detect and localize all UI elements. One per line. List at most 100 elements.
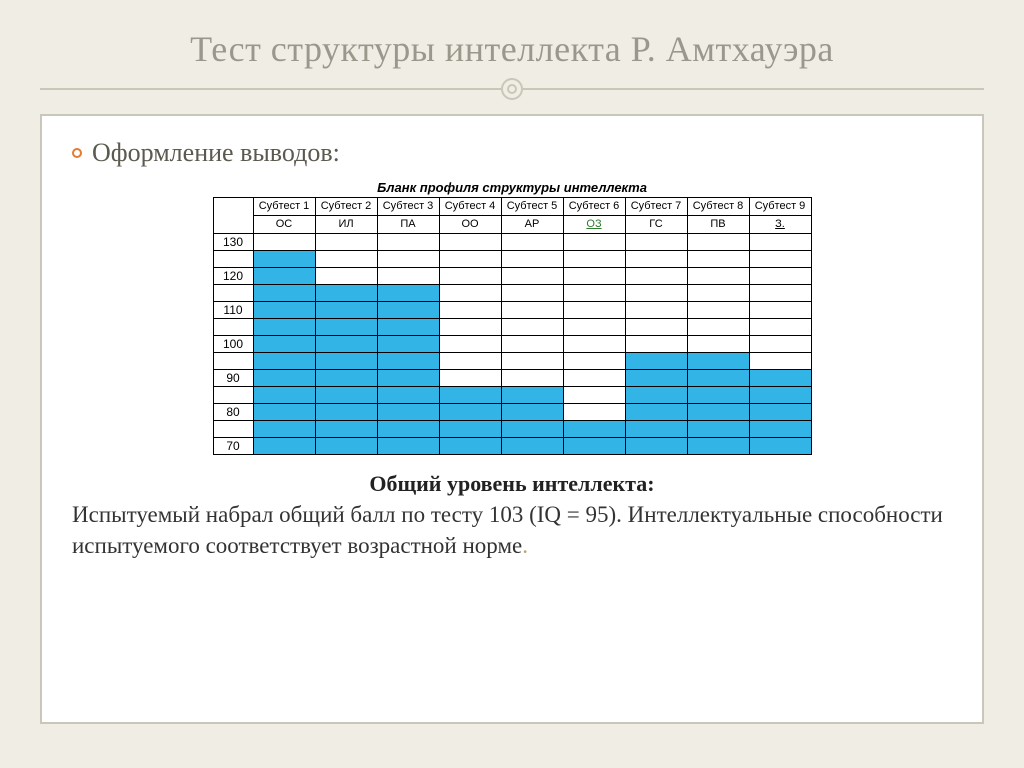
chart-cell	[315, 404, 377, 421]
chart-cell	[439, 370, 501, 387]
chart-cell	[315, 370, 377, 387]
y-axis-label	[213, 421, 253, 438]
col-header-top: Субтест 2	[315, 198, 377, 216]
col-header-top: Субтест 6	[563, 198, 625, 216]
chart-cell	[563, 438, 625, 455]
chart-cell	[377, 404, 439, 421]
col-header-bottom: ОО	[439, 216, 501, 234]
chart-cell	[563, 387, 625, 404]
chart-cell	[439, 302, 501, 319]
chart-cell	[625, 285, 687, 302]
y-axis-label: 100	[213, 336, 253, 353]
chart-cell	[315, 234, 377, 251]
chart-cell	[687, 370, 749, 387]
chart-cell	[253, 268, 315, 285]
chart-cell	[625, 319, 687, 336]
chart-cell	[253, 319, 315, 336]
chart-cell	[315, 336, 377, 353]
chart-cell	[563, 370, 625, 387]
chart-cell	[253, 302, 315, 319]
chart-cell	[563, 302, 625, 319]
chart-cell	[563, 251, 625, 268]
chart-cell	[315, 319, 377, 336]
chart-cell	[439, 404, 501, 421]
chart-cell	[687, 319, 749, 336]
bullet-item: Оформление выводов:	[72, 138, 952, 168]
col-header-bottom: ИЛ	[315, 216, 377, 234]
chart-cell	[749, 234, 811, 251]
chart-cell	[749, 421, 811, 438]
chart-cell	[687, 251, 749, 268]
chart-cell	[563, 353, 625, 370]
col-header-bottom: ГС	[625, 216, 687, 234]
col-header-bottom: АР	[501, 216, 563, 234]
chart-cell	[625, 438, 687, 455]
chart-cell	[749, 353, 811, 370]
body-paragraph: Испытуемый набрал общий балл по тесту 10…	[72, 499, 952, 561]
chart-cell	[501, 268, 563, 285]
chart-cell	[625, 302, 687, 319]
section-subtitle: Общий уровень интеллекта:	[72, 471, 952, 497]
chart-cell	[377, 370, 439, 387]
chart-cell	[439, 234, 501, 251]
chart-cell	[377, 234, 439, 251]
chart-cell	[377, 319, 439, 336]
divider-ornament	[501, 78, 523, 100]
chart-cell	[439, 438, 501, 455]
chart-cell	[687, 438, 749, 455]
bullet-icon	[72, 148, 82, 158]
bullet-text: Оформление выводов:	[92, 138, 340, 168]
chart-cell	[501, 319, 563, 336]
y-axis-label	[213, 319, 253, 336]
chart-cell	[501, 421, 563, 438]
chart-cell	[625, 268, 687, 285]
chart-cell	[315, 421, 377, 438]
chart-cell	[253, 336, 315, 353]
chart-cell	[439, 353, 501, 370]
chart-cell	[687, 268, 749, 285]
chart-cell	[749, 251, 811, 268]
chart-cell	[253, 285, 315, 302]
chart-cell	[315, 251, 377, 268]
chart-cell	[315, 285, 377, 302]
y-axis-label: 70	[213, 438, 253, 455]
chart-cell	[439, 285, 501, 302]
col-header-top: Субтест 5	[501, 198, 563, 216]
y-axis-label: 130	[213, 234, 253, 251]
chart-cell	[253, 353, 315, 370]
chart-cell	[315, 353, 377, 370]
chart-cell	[501, 285, 563, 302]
chart-cell	[687, 404, 749, 421]
chart-cell	[749, 285, 811, 302]
chart-cell	[253, 387, 315, 404]
chart-cell	[377, 251, 439, 268]
y-axis-label: 80	[213, 404, 253, 421]
chart-cell	[439, 421, 501, 438]
chart-cell	[501, 404, 563, 421]
chart-cell	[687, 285, 749, 302]
chart-cell	[563, 285, 625, 302]
col-header-top: Субтест 9	[749, 198, 811, 216]
col-header-top: Субтест 4	[439, 198, 501, 216]
chart-cell	[253, 251, 315, 268]
chart-cell	[625, 336, 687, 353]
chart-cell	[625, 251, 687, 268]
chart-cell	[315, 268, 377, 285]
slide-title: Тест структуры интеллекта Р. Амтхауэра	[40, 28, 984, 70]
chart-cell	[501, 234, 563, 251]
chart-cell	[253, 234, 315, 251]
y-axis-label	[213, 251, 253, 268]
chart-cell	[563, 336, 625, 353]
chart-cell	[253, 421, 315, 438]
chart-container: Субтест 1Субтест 2Субтест 3Субтест 4Субт…	[72, 197, 952, 455]
chart-cell	[439, 319, 501, 336]
body-period: .	[522, 533, 528, 558]
y-axis-label: 110	[213, 302, 253, 319]
chart-cell	[625, 421, 687, 438]
chart-cell	[315, 438, 377, 455]
chart-cell	[625, 370, 687, 387]
chart-cell	[253, 370, 315, 387]
chart-cell	[377, 353, 439, 370]
chart-cell	[439, 387, 501, 404]
col-header-top: Субтест 7	[625, 198, 687, 216]
